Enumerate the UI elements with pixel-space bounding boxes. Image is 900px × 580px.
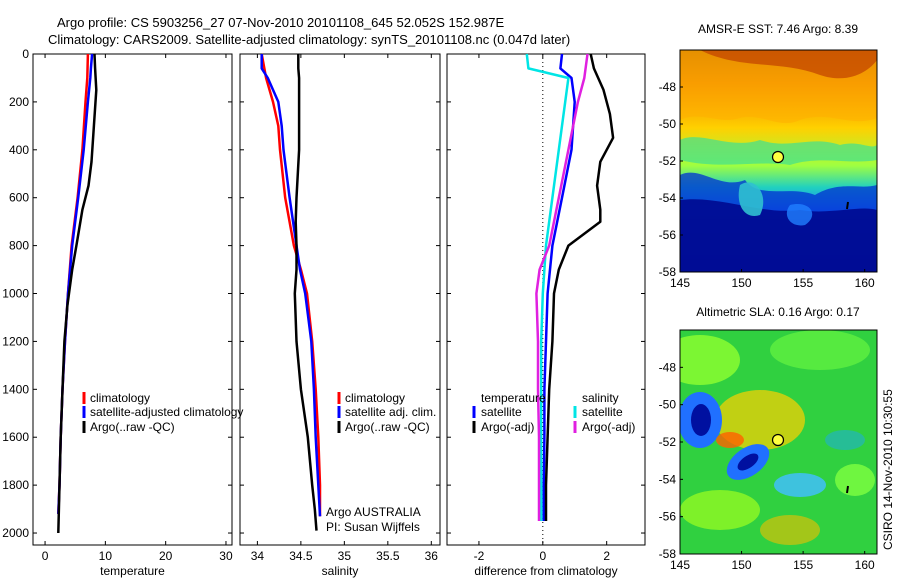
map-x-tick-label: 145 xyxy=(670,276,690,290)
difference-x-axis-label: difference from climatology xyxy=(474,564,617,578)
sla-map-float-marker xyxy=(771,433,785,447)
y-tick-label: 1400 xyxy=(2,382,29,396)
sst-map-title: AMSR-E SST: 7.46 Argo: 8.39 xyxy=(698,22,858,36)
map-y-tick-label: -48 xyxy=(659,80,677,94)
legend-label-temperature-satellite: satellite xyxy=(481,405,522,419)
map-y-tick-label: -56 xyxy=(659,228,677,242)
map-x-tick-label: 160 xyxy=(855,276,875,290)
map-x-tick-label: 150 xyxy=(732,558,752,572)
x-tick-label: 10 xyxy=(99,549,113,563)
map-x-tick-label: 160 xyxy=(855,558,875,572)
legend-heading-temperature: temperature xyxy=(481,391,546,405)
figure-title-line1: Argo profile: CS 5903256_27 07-Nov-2010 … xyxy=(57,15,504,30)
y-tick-label: 0 xyxy=(22,47,29,61)
temperature-plot-frame xyxy=(32,53,233,546)
x-tick-label: 30 xyxy=(219,549,233,563)
y-tick-label: 1600 xyxy=(2,430,29,444)
series-line-argo-raw-qc xyxy=(293,54,318,531)
temperature-profile-panel: 0 200 400 600 800 1000 1200 1400 1600 1800 2000 0 10… xyxy=(2,47,233,578)
map-x-tick-label: 155 xyxy=(793,276,813,290)
credit-pi-name: PI: Susan Wijffels xyxy=(326,520,420,534)
sst-map-small-mark xyxy=(846,201,849,210)
series-line-salinity-satellite xyxy=(525,53,570,521)
legend-label-climatology: climatology xyxy=(345,391,405,405)
temperature-legend: climatology satellite-adjusted climatolo… xyxy=(82,391,243,434)
sla-map: Altimetric SLA: 0.16 Argo: 0.17 145 150 15… xyxy=(659,305,878,572)
x-tick-label: 2 xyxy=(603,549,610,563)
x-tick-label: 34.5 xyxy=(289,549,313,563)
salinity-plot-frame xyxy=(239,53,441,546)
y-tick-label: 1800 xyxy=(2,478,29,492)
x-tick-label: 35.5 xyxy=(376,549,400,563)
y-tick-label: 200 xyxy=(9,95,29,109)
y-tick-label: 1000 xyxy=(2,287,29,301)
x-tick-label: 0 xyxy=(42,549,49,563)
map-y-tick-label: -58 xyxy=(659,547,677,561)
sla-map-small-mark xyxy=(846,485,849,494)
sst-map-float-marker xyxy=(771,150,785,164)
y-tick-label: 1200 xyxy=(2,334,29,348)
map-y-tick-label: -50 xyxy=(659,117,677,131)
series-line-temperature-satellite xyxy=(542,53,576,521)
map-y-tick-label: -52 xyxy=(659,154,677,168)
series-line-climatology xyxy=(260,53,322,517)
y-tick-label: 2000 xyxy=(2,526,29,540)
series-line-salinity-argo-adj xyxy=(535,53,589,521)
y-tick-label: 400 xyxy=(9,143,29,157)
x-tick-label: -2 xyxy=(474,549,485,563)
x-tick-label: 20 xyxy=(159,549,173,563)
map-x-tick-label: 155 xyxy=(793,558,813,572)
legend-label-salinity-satellite: satellite xyxy=(582,405,623,419)
series-line-satellite-adj-clim xyxy=(260,54,322,517)
x-tick-label: 0 xyxy=(539,549,546,563)
y-tick-label: 800 xyxy=(9,239,29,253)
map-y-tick-label: -56 xyxy=(659,510,677,524)
map-x-tick-label: 145 xyxy=(670,558,690,572)
legend-label-temperature-argo: Argo(-adj) xyxy=(481,420,534,434)
difference-plot-frame xyxy=(446,53,646,546)
legend-label-salinity-argo: Argo(-adj) xyxy=(582,420,635,434)
x-tick-label: 35 xyxy=(338,549,352,563)
side-timestamp-label: CSIRO 14-Nov-2010 10:30:55 xyxy=(881,389,895,550)
map-y-tick-label: -52 xyxy=(659,435,677,449)
legend-label-argo: Argo(..raw -QC) xyxy=(345,420,430,434)
map-y-tick-label: -50 xyxy=(659,398,677,412)
map-y-tick-label: -48 xyxy=(659,360,677,374)
series-line-climatology xyxy=(57,53,90,514)
y-tick-label: 600 xyxy=(9,191,29,205)
figure-title-line2: Climatology: CARS2009. Satellite-adjuste… xyxy=(48,32,570,47)
series-line-satellite-adjusted-climatology xyxy=(57,53,94,514)
salinity-x-axis-label: salinity xyxy=(322,564,359,578)
x-tick-label: 34 xyxy=(251,549,265,563)
map-y-tick-label: -58 xyxy=(659,265,677,279)
salinity-profile-panel: 34 34.5 35 35.5 36 salinity xyxy=(239,53,441,578)
map-y-tick-label: -54 xyxy=(659,191,677,205)
temperature-x-axis-label: temperature xyxy=(100,564,165,578)
sla-map-title: Altimetric SLA: 0.16 Argo: 0.17 xyxy=(696,305,860,319)
legend-label-climatology: climatology xyxy=(90,391,150,405)
map-x-tick-label: 150 xyxy=(732,276,752,290)
map-y-tick-label: -54 xyxy=(659,472,677,486)
sst-map-field xyxy=(680,50,877,272)
legend-label-satellite-adjusted: satellite-adjusted climatology xyxy=(90,405,243,419)
legend-heading-salinity: salinity xyxy=(582,391,619,405)
series-line-argo-raw-qc xyxy=(57,53,98,534)
series-line-temperature-argo-adj xyxy=(544,53,615,521)
sla-map-field xyxy=(680,330,877,554)
legend-label-argo: Argo(..raw -QC) xyxy=(90,420,175,434)
legend-label-satellite-adjusted: satellite adj. clim. xyxy=(345,405,436,419)
x-tick-label: 36 xyxy=(425,549,439,563)
credit-argo-australia: Argo AUSTRALIA xyxy=(326,505,421,519)
sst-map: AMSR-E SST: 7.46 Argo: 8.39 145 150 155 160… xyxy=(659,22,878,290)
difference-legend: satellite temperature salinity satellite… xyxy=(472,391,635,434)
salinity-legend: climatology satellite adj. clim. Argo(..… xyxy=(326,391,436,534)
